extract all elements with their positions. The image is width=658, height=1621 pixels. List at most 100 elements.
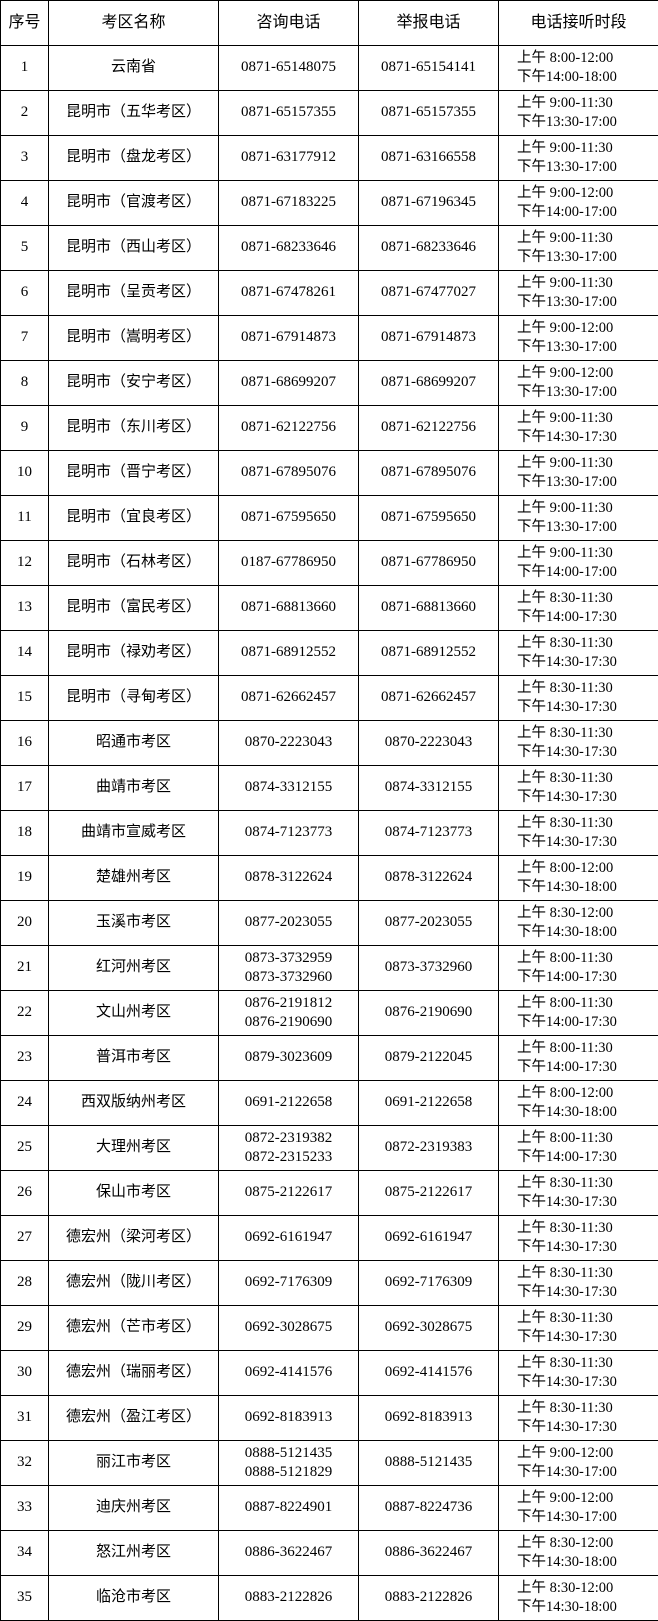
cell-name: 楚雄州考区 — [49, 856, 219, 901]
cell-time: 上午 8:30-11:30 下午14:30-17:30 — [499, 721, 658, 766]
cell-consult-phone: 0871-68699207 — [219, 361, 359, 406]
table-row: 15昆明市（寻甸考区）0871-626624570871-62662457上午 … — [1, 676, 658, 721]
cell-time: 上午 8:30-11:30 下午14:30-17:30 — [499, 1171, 658, 1216]
table-row: 20玉溪市考区0877-20230550877-2023055上午 8:30-1… — [1, 901, 658, 946]
col-header-consult: 咨询电话 — [219, 1, 359, 46]
table-row: 3昆明市（盘龙考区）0871-631779120871-63166558上午 9… — [1, 136, 658, 181]
cell-report-phone: 0879-2122045 — [359, 1036, 499, 1081]
table-row: 31德宏州（盈江考区）0692-81839130692-8183913上午 8:… — [1, 1396, 658, 1441]
cell-name: 大理州考区 — [49, 1126, 219, 1171]
cell-time: 上午 8:30-11:30 下午14:30-17:30 — [499, 1306, 658, 1351]
cell-seq: 11 — [1, 496, 49, 541]
cell-name: 怒江州考区 — [49, 1531, 219, 1576]
cell-report-phone: 0870-2223043 — [359, 721, 499, 766]
cell-report-phone: 0871-67595650 — [359, 496, 499, 541]
cell-consult-phone: 0887-8224901 — [219, 1486, 359, 1531]
cell-seq: 17 — [1, 766, 49, 811]
cell-name: 昆明市（富民考区） — [49, 586, 219, 631]
cell-report-phone: 0874-7123773 — [359, 811, 499, 856]
table-row: 27德宏州（梁河考区）0692-61619470692-6161947上午 8:… — [1, 1216, 658, 1261]
cell-name: 昆明市（五华考区） — [49, 91, 219, 136]
cell-report-phone: 0874-3312155 — [359, 766, 499, 811]
cell-consult-phone: 0871-65157355 — [219, 91, 359, 136]
cell-time: 上午 8:30-12:00 下午14:30-18:00 — [499, 1531, 658, 1576]
cell-report-phone: 0888-5121435 — [359, 1441, 499, 1486]
cell-name: 曲靖市宣威考区 — [49, 811, 219, 856]
cell-seq: 6 — [1, 271, 49, 316]
cell-time: 上午 8:00-12:00 下午14:30-18:00 — [499, 1081, 658, 1126]
cell-seq: 21 — [1, 946, 49, 991]
cell-seq: 5 — [1, 226, 49, 271]
cell-name: 昆明市（晋宁考区） — [49, 451, 219, 496]
cell-name: 昆明市（呈贡考区） — [49, 271, 219, 316]
cell-time: 上午 9:00-12:00 下午14:30-17:00 — [499, 1441, 658, 1486]
cell-name: 德宏州（陇川考区） — [49, 1261, 219, 1306]
cell-consult-phone: 0871-67478261 — [219, 271, 359, 316]
cell-consult-phone: 0888-5121435 0888-5121829 — [219, 1441, 359, 1486]
cell-time: 上午 9:00-12:00 下午13:30-17:00 — [499, 361, 658, 406]
cell-consult-phone: 0871-68813660 — [219, 586, 359, 631]
table-row: 25大理州考区0872-2319382 0872-23152330872-231… — [1, 1126, 658, 1171]
cell-time: 上午 8:00-11:30 下午14:00-17:30 — [499, 1036, 658, 1081]
table-row: 29德宏州（芒市考区）0692-30286750692-3028675上午 8:… — [1, 1306, 658, 1351]
table-row: 13昆明市（富民考区）0871-688136600871-68813660上午 … — [1, 586, 658, 631]
cell-name: 昆明市（寻甸考区） — [49, 676, 219, 721]
table-row: 21红河州考区0873-3732959 0873-37329600873-373… — [1, 946, 658, 991]
cell-report-phone: 0692-6161947 — [359, 1216, 499, 1261]
table-row: 14昆明市（禄劝考区）0871-689125520871-68912552上午 … — [1, 631, 658, 676]
cell-seq: 24 — [1, 1081, 49, 1126]
cell-time: 上午 9:00-11:30 下午13:30-17:00 — [499, 136, 658, 181]
cell-seq: 13 — [1, 586, 49, 631]
cell-seq: 20 — [1, 901, 49, 946]
cell-name: 德宏州（盈江考区） — [49, 1396, 219, 1441]
cell-report-phone: 0877-2023055 — [359, 901, 499, 946]
cell-report-phone: 0872-2319383 — [359, 1126, 499, 1171]
cell-time: 上午 8:30-12:00 下午14:30-18:00 — [499, 901, 658, 946]
col-header-report: 举报电话 — [359, 1, 499, 46]
cell-time: 上午 9:00-12:00 下午14:30-17:00 — [499, 1486, 658, 1531]
table-row: 5昆明市（西山考区）0871-682336460871-68233646上午 9… — [1, 226, 658, 271]
cell-report-phone: 0692-4141576 — [359, 1351, 499, 1396]
cell-name: 昭通市考区 — [49, 721, 219, 766]
cell-name: 昆明市（东川考区） — [49, 406, 219, 451]
cell-consult-phone: 0879-3023609 — [219, 1036, 359, 1081]
col-header-time: 电话接听时段 — [499, 1, 658, 46]
cell-consult-phone: 0691-2122658 — [219, 1081, 359, 1126]
cell-report-phone: 0692-7176309 — [359, 1261, 499, 1306]
cell-name: 昆明市（宜良考区） — [49, 496, 219, 541]
exam-district-table: 序号 考区名称 咨询电话 举报电话 电话接听时段 1云南省0871-651480… — [0, 0, 658, 1621]
table-row: 24西双版纳州考区0691-21226580691-2122658上午 8:00… — [1, 1081, 658, 1126]
cell-name: 昆明市（禄劝考区） — [49, 631, 219, 676]
cell-time: 上午 9:00-11:30 下午13:30-17:00 — [499, 496, 658, 541]
cell-consult-phone: 0871-65148075 — [219, 46, 359, 91]
cell-time: 上午 8:00-11:30 下午14:00-17:30 — [499, 991, 658, 1036]
cell-consult-phone: 0871-67595650 — [219, 496, 359, 541]
cell-name: 德宏州（芒市考区） — [49, 1306, 219, 1351]
cell-name: 文山州考区 — [49, 991, 219, 1036]
cell-consult-phone: 0871-67183225 — [219, 181, 359, 226]
cell-name: 普洱市考区 — [49, 1036, 219, 1081]
cell-consult-phone: 0871-68912552 — [219, 631, 359, 676]
table-row: 32丽江市考区0888-5121435 0888-51218290888-512… — [1, 1441, 658, 1486]
cell-time: 上午 9:00-12:00 下午14:00-17:00 — [499, 181, 658, 226]
cell-seq: 1 — [1, 46, 49, 91]
cell-consult-phone: 0874-7123773 — [219, 811, 359, 856]
cell-seq: 18 — [1, 811, 49, 856]
cell-report-phone: 0871-67895076 — [359, 451, 499, 496]
cell-consult-phone: 0875-2122617 — [219, 1171, 359, 1216]
cell-time: 上午 8:00-11:30 下午14:00-17:30 — [499, 1126, 658, 1171]
cell-name: 保山市考区 — [49, 1171, 219, 1216]
cell-report-phone: 0871-68813660 — [359, 586, 499, 631]
cell-consult-phone: 0883-2122826 — [219, 1576, 359, 1621]
cell-seq: 32 — [1, 1441, 49, 1486]
table-body: 1云南省0871-651480750871-65154141上午 8:00-12… — [1, 46, 658, 1621]
cell-report-phone: 0876-2190690 — [359, 991, 499, 1036]
table-row: 22文山州考区0876-2191812 0876-21906900876-219… — [1, 991, 658, 1036]
cell-report-phone: 0871-68233646 — [359, 226, 499, 271]
cell-name: 昆明市（石林考区） — [49, 541, 219, 586]
cell-consult-phone: 0871-62122756 — [219, 406, 359, 451]
table-row: 10昆明市（晋宁考区）0871-678950760871-67895076上午 … — [1, 451, 658, 496]
cell-report-phone: 0871-62122756 — [359, 406, 499, 451]
cell-name: 昆明市（官渡考区） — [49, 181, 219, 226]
table-row: 33迪庆州考区0887-82249010887-8224736上午 9:00-1… — [1, 1486, 658, 1531]
